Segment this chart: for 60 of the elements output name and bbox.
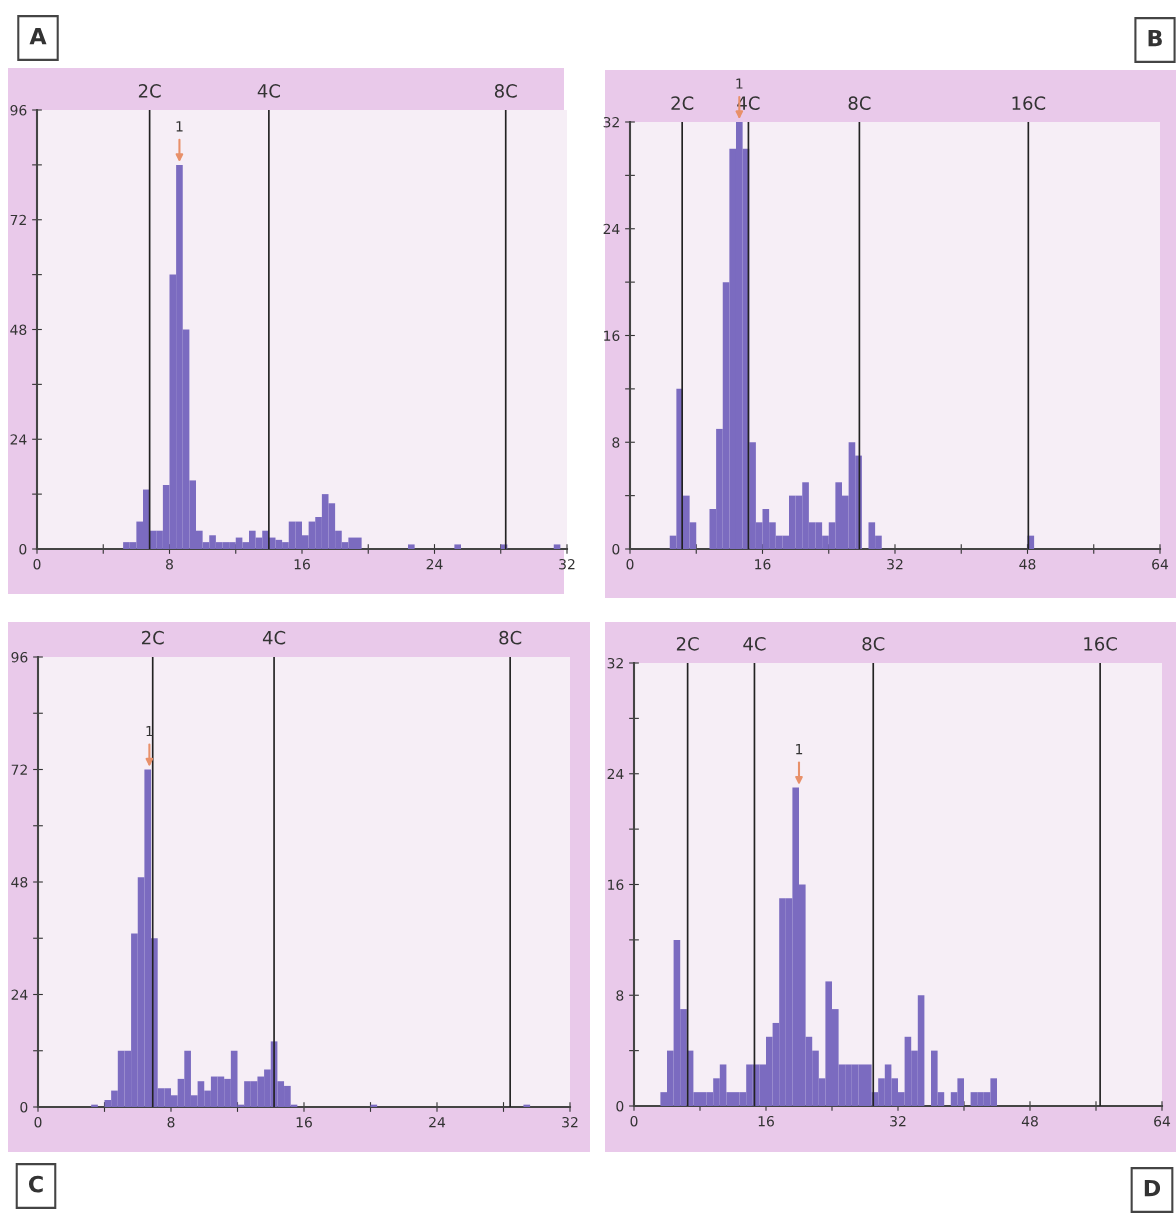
ref-line-label: 16C xyxy=(1084,636,1117,651)
annotation: 1 xyxy=(796,744,803,755)
ref-line-label: 8C xyxy=(848,96,871,110)
chart-title: A xyxy=(29,27,47,45)
ref-line-label: 2C xyxy=(141,630,164,645)
x-tick-label: 32 xyxy=(890,1115,906,1127)
ref-line-label: 4C xyxy=(262,630,286,645)
y-tick-label: 16 xyxy=(604,330,620,341)
y-tick-label: 24 xyxy=(11,989,28,1000)
x-tick-label: 16 xyxy=(296,1116,312,1128)
y-tick-label: 48 xyxy=(11,876,28,888)
y-tick-label: 0 xyxy=(20,1101,28,1113)
x-tick-label: 32 xyxy=(559,558,575,570)
ref-line-label: 4C xyxy=(257,84,280,98)
y-tick-label: 24 xyxy=(607,768,624,780)
y-tick-label: 8 xyxy=(612,437,620,448)
annotation: 1 xyxy=(736,78,743,89)
y-tick-label: 16 xyxy=(608,879,624,890)
x-tick-label: 16 xyxy=(755,558,771,570)
text: D xyxy=(1144,1179,1161,1197)
y-tick-label: 0 xyxy=(19,543,27,555)
ref-line-label: 4C xyxy=(743,636,766,651)
x-tick-label: 24 xyxy=(426,558,443,570)
x-tick-label: 0 xyxy=(626,558,634,570)
y-tick-label: 96 xyxy=(10,104,27,116)
y-tick-label: 96 xyxy=(11,651,28,663)
x-tick-label: 8 xyxy=(166,558,173,570)
annotation: 1 xyxy=(176,121,183,132)
y-tick-label: 72 xyxy=(11,764,27,775)
x-tick-label: 48 xyxy=(1021,1115,1038,1127)
chart-title: B xyxy=(1148,29,1162,47)
ref-line-label: 2C xyxy=(138,84,161,98)
x-tick-label: 64 xyxy=(1154,1115,1171,1127)
x-tick-label: 0 xyxy=(33,558,41,570)
y-tick-label: 0 xyxy=(612,543,620,555)
y-tick-label: 72 xyxy=(10,214,26,226)
x-tick-label: 0 xyxy=(34,1116,42,1128)
y-tick-label: 24 xyxy=(10,434,27,445)
x-tick-label: 48 xyxy=(1019,558,1036,570)
ref-line-label: 2C xyxy=(671,96,694,110)
x-tick-label: 32 xyxy=(562,1116,578,1128)
x-tick-label: 0 xyxy=(630,1115,638,1127)
x-tick-label: 16 xyxy=(758,1115,774,1127)
text: C xyxy=(28,1175,43,1193)
y-tick-label: 24 xyxy=(603,223,620,235)
y-tick-label: 0 xyxy=(616,1100,624,1112)
ref-line-label: 16C xyxy=(1012,96,1046,110)
x-tick-label: 16 xyxy=(294,558,310,570)
x-tick-label: 8 xyxy=(167,1116,175,1128)
y-tick-label: 32 xyxy=(603,116,619,128)
ref-line-label: 8C xyxy=(494,84,517,98)
ref-line-label: 8C xyxy=(862,636,885,651)
y-tick-label: 8 xyxy=(616,990,624,1001)
x-tick-label: 64 xyxy=(1152,558,1169,570)
ref-line-label: 2C xyxy=(676,636,699,651)
y-tick-label: 32 xyxy=(607,657,623,669)
x-tick-label: 24 xyxy=(429,1116,446,1128)
x-tick-label: 32 xyxy=(887,558,903,570)
ref-line-label: 8C xyxy=(499,630,522,645)
y-tick-label: 48 xyxy=(10,324,27,335)
